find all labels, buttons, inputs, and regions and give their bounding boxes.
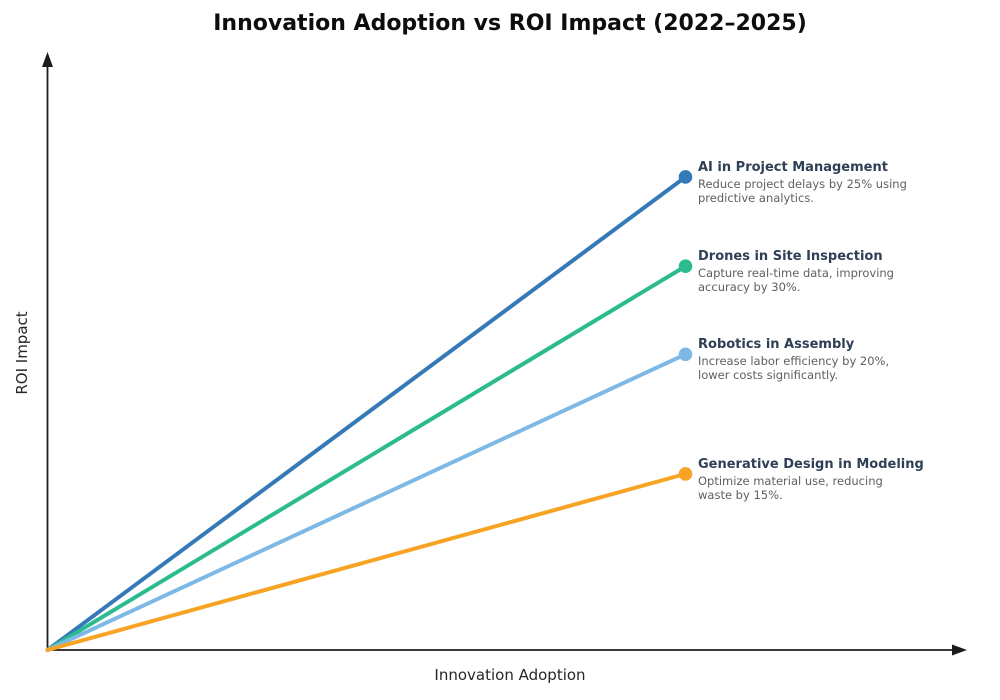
annotation-title: AI in Project Management [698, 160, 888, 175]
data-point-marker-3 [678, 467, 693, 481]
x-axis-arrow-icon [952, 644, 967, 656]
chart-title: Innovation Adoption vs ROI Impact (2022–… [213, 11, 807, 36]
annotation-desc-line: lower costs significantly. [698, 367, 838, 382]
annotation-title: Drones in Site Inspection [698, 249, 883, 264]
annotation-desc-line: accuracy by 30%. [698, 279, 801, 294]
data-point-marker-2 [678, 347, 693, 362]
annotation-title: Robotics in Assembly [698, 337, 855, 352]
annotation-desc-line: Reduce project delays by 25% using [698, 177, 907, 191]
x-axis-label: Innovation Adoption [434, 666, 586, 684]
series-line-1 [45, 264, 688, 652]
annotation-generative-design-in-modeling: Generative Design in Modeling Optimize m… [698, 457, 978, 502]
annotation-robotics-in-assembly: Robotics in Assembly Increase labor effi… [698, 337, 978, 382]
y-axis-label: ROI Impact [13, 311, 31, 395]
annotation-drones-in-site-inspection: Drones in Site Inspection Capture real-t… [698, 249, 978, 294]
annotation-desc-line: Optimize material use, reducing [698, 474, 883, 488]
series-line-2 [45, 352, 688, 652]
series-line-0 [45, 174, 688, 652]
annotation-ai-in-project-management: AI in Project Management Reduce project … [698, 160, 978, 205]
annotation-desc-line: predictive analytics. [698, 190, 814, 205]
annotation-desc-line: Capture real-time data, improving [698, 266, 894, 280]
series-line-3 [45, 471, 688, 652]
annotation-desc-line: waste by 15%. [698, 487, 783, 502]
data-point-marker-1 [678, 259, 693, 274]
data-point-marker-0 [678, 170, 693, 184]
annotation-title: Generative Design in Modeling [698, 457, 924, 472]
y-axis-arrow-icon [42, 52, 53, 67]
annotation-desc-line: Increase labor efficiency by 20%, [698, 354, 890, 368]
